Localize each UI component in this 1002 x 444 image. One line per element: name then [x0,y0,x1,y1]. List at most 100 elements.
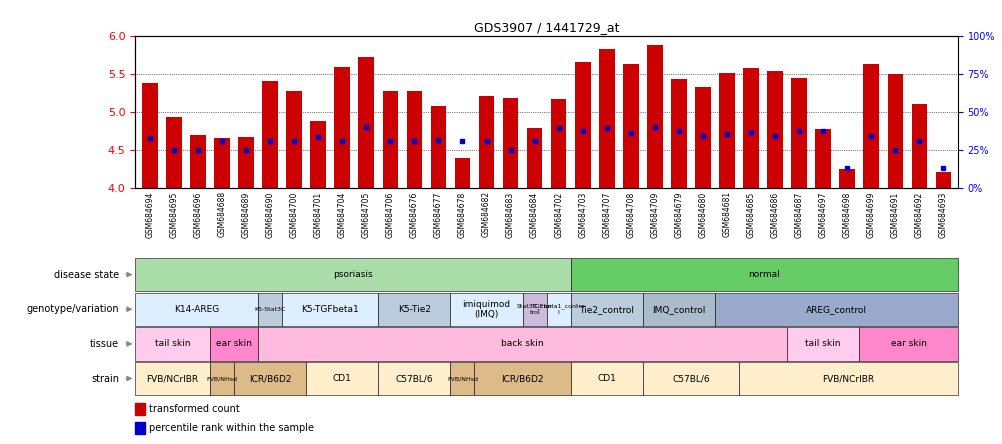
Bar [135,362,209,395]
Text: tail skin: tail skin [805,339,840,349]
Text: TGFbeta1_contro
l: TGFbeta1_contro l [531,304,585,315]
Bar [478,96,494,188]
Bar [546,293,570,326]
Text: psoriasis: psoriasis [333,270,373,279]
Text: GSM684677: GSM684677 [434,191,443,238]
Bar [358,57,374,188]
Bar [935,172,950,188]
Text: GSM684685: GSM684685 [745,191,755,238]
Text: imiquimod
(IMQ): imiquimod (IMQ) [462,300,510,319]
Text: GSM684680: GSM684680 [697,191,706,238]
Bar [574,62,590,188]
Bar [233,362,306,395]
Bar [859,327,957,361]
Text: GSM684700: GSM684700 [290,191,299,238]
Text: GSM684686: GSM684686 [770,191,779,238]
Text: GSM684697: GSM684697 [818,191,827,238]
Text: Stat3C_con
trol: Stat3C_con trol [516,304,552,315]
Text: GSM684696: GSM684696 [193,191,202,238]
Text: GSM684706: GSM684706 [386,191,395,238]
Bar [598,49,614,188]
Text: C57BL/6: C57BL/6 [671,374,709,383]
Bar [526,128,542,188]
Bar [135,258,570,291]
Text: AREG_control: AREG_control [806,305,866,314]
Text: Tie2_control: Tie2_control [579,305,633,314]
Text: GSM684709: GSM684709 [649,191,658,238]
Text: GSM684708: GSM684708 [625,191,634,238]
Bar [767,71,783,188]
Bar [839,169,854,188]
Bar [522,293,546,326]
Bar [378,362,450,395]
Text: normal: normal [747,270,780,279]
Bar [430,106,446,188]
Title: GDS3907 / 1441729_at: GDS3907 / 1441729_at [473,21,619,34]
Text: C57BL/6: C57BL/6 [395,374,433,383]
Text: GSM684690: GSM684690 [266,191,275,238]
Text: FVB/NCrIBR: FVB/NCrIBR [822,374,874,383]
Bar [570,362,642,395]
Text: ear skin: ear skin [215,339,252,349]
Bar [450,362,474,395]
Text: GSM684693: GSM684693 [938,191,947,238]
Bar [622,63,638,188]
Text: strain: strain [91,373,119,384]
Bar [135,293,258,326]
Bar [258,293,282,326]
Text: GSM684691: GSM684691 [890,191,899,238]
Bar [887,74,902,188]
Bar [209,327,258,361]
Bar [863,64,878,188]
Text: GSM684692: GSM684692 [914,191,923,238]
Bar [310,121,326,188]
Bar [382,91,398,188]
Text: GSM684699: GSM684699 [866,191,875,238]
Text: GSM684698: GSM684698 [842,191,851,238]
Text: percentile rank within the sample: percentile rank within the sample [148,423,314,433]
Bar [742,68,759,188]
Text: GSM684679: GSM684679 [673,191,682,238]
Bar [670,79,686,188]
Bar [238,137,254,188]
Bar [642,362,738,395]
Text: genotype/variation: genotype/variation [26,304,119,314]
Bar [135,327,209,361]
Text: FVB/NCrIBR: FVB/NCrIBR [146,374,198,383]
Bar [646,45,662,188]
Bar [190,135,205,188]
Text: CD1: CD1 [333,374,352,383]
Text: K5-Stat3C: K5-Stat3C [255,307,286,312]
Text: transformed count: transformed count [148,404,239,414]
Bar [502,98,518,188]
Text: GSM684695: GSM684695 [169,191,178,238]
Text: GSM684707: GSM684707 [601,191,610,238]
Bar [550,99,566,188]
Text: GSM684694: GSM684694 [145,191,154,238]
Bar [718,73,734,188]
Bar [135,403,145,415]
Text: CD1: CD1 [597,374,615,383]
Bar [262,81,278,188]
Text: K14-AREG: K14-AREG [174,305,219,314]
Bar [454,158,470,188]
Bar [787,327,859,361]
Text: GSM684684: GSM684684 [530,191,538,238]
Bar [282,293,378,326]
Bar [334,67,350,188]
Text: GSM684682: GSM684682 [482,191,491,238]
Bar [142,83,157,188]
Text: GSM684676: GSM684676 [410,191,419,238]
Bar [474,362,570,395]
Bar [694,87,710,188]
Text: GSM684703: GSM684703 [577,191,586,238]
Bar [642,293,714,326]
Text: GSM684688: GSM684688 [217,191,226,238]
Bar [258,327,787,361]
Text: GSM684705: GSM684705 [362,191,371,238]
Bar [306,362,378,395]
Bar [911,104,926,188]
Text: disease state: disease state [54,270,119,280]
Text: GSM684678: GSM684678 [458,191,467,238]
Bar [570,293,642,326]
